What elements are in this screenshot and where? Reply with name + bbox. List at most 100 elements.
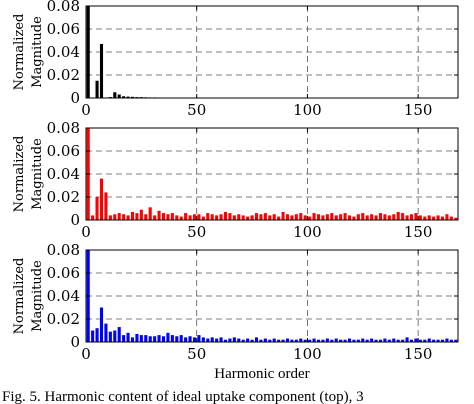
x-tick-label: 50 xyxy=(187,101,206,119)
bar xyxy=(294,214,298,220)
bar xyxy=(290,215,294,220)
bar xyxy=(144,214,148,220)
x-tick-label: 150 xyxy=(404,223,433,241)
bar xyxy=(308,339,312,342)
x-tick-label: 0 xyxy=(81,345,91,363)
bar xyxy=(294,339,298,342)
bar xyxy=(122,335,126,342)
bar xyxy=(259,339,263,342)
bar xyxy=(206,213,210,220)
bar xyxy=(254,213,259,220)
bar xyxy=(263,338,267,342)
bar xyxy=(179,216,183,220)
bar xyxy=(401,213,405,220)
bar xyxy=(374,215,378,220)
bar xyxy=(299,213,303,220)
bar xyxy=(343,213,347,220)
y-tick-label: 0.02 xyxy=(47,66,80,84)
bar xyxy=(334,338,338,342)
bar xyxy=(206,338,210,342)
bar xyxy=(223,339,228,342)
bar xyxy=(188,336,192,342)
bar xyxy=(175,336,179,342)
bar xyxy=(356,214,360,220)
bar xyxy=(352,216,356,220)
bar xyxy=(277,339,281,342)
y-tick-label: 0 xyxy=(70,211,80,229)
y-tick-label: 0.08 xyxy=(47,119,80,137)
bar xyxy=(263,213,267,220)
y-tick-label: 0 xyxy=(70,89,80,107)
bar xyxy=(259,214,263,220)
bar xyxy=(401,339,405,342)
y-tick-label: 0.04 xyxy=(47,165,80,183)
bar xyxy=(126,96,130,98)
bar xyxy=(347,215,352,220)
bar xyxy=(405,215,409,220)
bar xyxy=(285,338,290,342)
bar xyxy=(117,213,121,220)
bar xyxy=(361,213,365,220)
bar xyxy=(427,338,431,342)
bar xyxy=(334,215,338,220)
bar xyxy=(396,211,400,220)
bar xyxy=(99,178,104,220)
bar xyxy=(427,215,431,220)
bar xyxy=(330,339,334,342)
bar xyxy=(104,192,108,220)
bar xyxy=(126,215,130,220)
bar xyxy=(170,335,174,342)
bar xyxy=(148,336,152,342)
bar xyxy=(423,216,427,220)
y-tick-label: 0.02 xyxy=(47,310,80,328)
bar xyxy=(108,215,112,220)
bar xyxy=(392,338,396,342)
bar xyxy=(237,214,241,220)
bar xyxy=(95,328,99,342)
bar xyxy=(290,339,294,342)
bar xyxy=(254,337,259,342)
bar xyxy=(197,214,201,220)
bar xyxy=(325,338,329,342)
bar xyxy=(405,337,409,342)
bar xyxy=(246,216,250,220)
bar xyxy=(250,339,254,342)
x-tick-label: 50 xyxy=(187,345,206,363)
bar xyxy=(91,215,95,220)
bar xyxy=(418,215,422,220)
y-tick-label: 0.06 xyxy=(47,142,80,160)
bar xyxy=(281,211,285,220)
bar xyxy=(449,216,453,220)
y-axis-label: Magnitude xyxy=(30,138,45,210)
bar xyxy=(272,214,276,220)
y-axis-label: Magnitude xyxy=(30,260,45,332)
bar xyxy=(445,338,449,342)
y-axis-label: Magnitude xyxy=(30,16,45,88)
bar xyxy=(392,214,396,220)
bar xyxy=(440,216,445,220)
y-tick-label: 0.06 xyxy=(47,264,80,282)
bar xyxy=(210,337,214,342)
bar xyxy=(215,338,219,342)
bar xyxy=(175,215,179,220)
bar xyxy=(99,307,104,342)
bar xyxy=(378,339,383,342)
bar xyxy=(325,214,329,220)
bar xyxy=(113,214,117,220)
y-tick-label: 0.06 xyxy=(47,20,80,38)
bar xyxy=(201,337,205,342)
bar xyxy=(99,43,104,98)
bar xyxy=(161,336,166,342)
bar xyxy=(445,214,449,220)
bar xyxy=(192,337,197,342)
bar xyxy=(352,339,356,342)
x-axis-label: Harmonic order xyxy=(214,366,309,382)
bar xyxy=(365,215,369,220)
bar xyxy=(339,214,343,220)
bar xyxy=(232,337,236,342)
bar xyxy=(365,339,369,342)
bar xyxy=(316,339,321,342)
bar xyxy=(449,339,453,342)
bar xyxy=(117,94,121,98)
bar xyxy=(432,339,436,342)
